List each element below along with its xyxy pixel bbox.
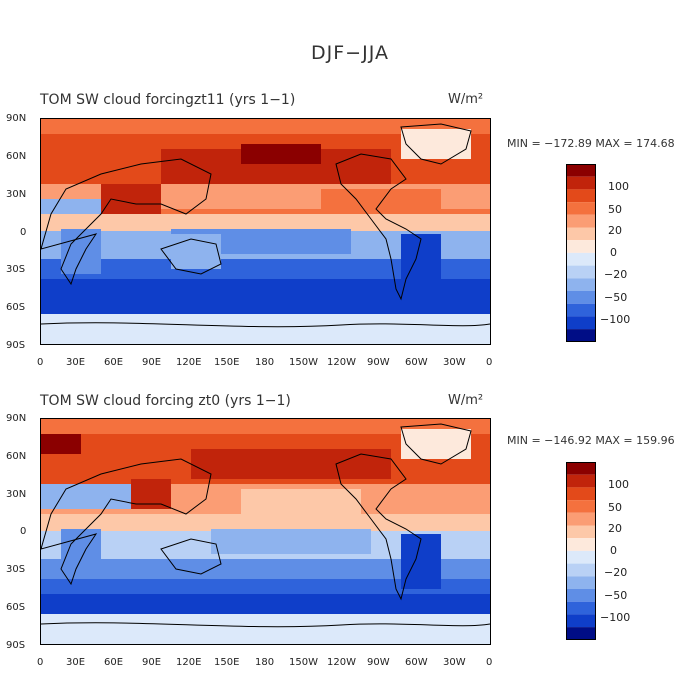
panel-2-colorbar-label: −100 xyxy=(600,611,631,624)
panel-1-lat-label: 0 xyxy=(20,227,27,238)
panel-1-colorbar-label: −100 xyxy=(600,313,631,326)
panel-2-lon-label: 90W xyxy=(367,657,390,668)
panel-1-colorbar-label: 100 xyxy=(608,180,629,193)
panel-2-colorbar-label: −50 xyxy=(604,589,628,602)
panel-1-lon-label: 180 xyxy=(255,357,275,368)
panel-2-field xyxy=(41,419,490,644)
panel-2-lat-label: 90S xyxy=(6,640,26,651)
panel-1-lon-label: 0 xyxy=(486,357,493,368)
panel-1-lon-label: 60W xyxy=(405,357,428,368)
panel-2-lat-label: 30S xyxy=(6,564,26,575)
panel-1-colorbar-label: 20 xyxy=(608,224,622,237)
panel-2-lat-label: 60N xyxy=(6,451,27,462)
panel-1-lon-label: 30W xyxy=(443,357,466,368)
panel-2-lat-label: 0 xyxy=(20,526,27,537)
panel-1-colorbar-label: 0 xyxy=(610,246,617,259)
panel-1-lon-label: 120E xyxy=(176,357,202,368)
panel-1-colorbar-label: 50 xyxy=(608,203,622,216)
panel-1-lon-label: 60E xyxy=(104,357,124,368)
panel-1-lat-label: 90N xyxy=(6,113,27,124)
panel-2-colorbar-label: 50 xyxy=(608,501,622,514)
panel-2-lon-label: 120W xyxy=(327,657,356,668)
panel-1-map xyxy=(40,118,491,345)
panel-1-colorbar-swatches xyxy=(566,164,596,342)
panel-1-lon-label: 90W xyxy=(367,357,390,368)
panel-2-colorbar-label: 0 xyxy=(610,544,617,557)
panel-2-map xyxy=(40,418,491,645)
panel-1-lat-label: 90S xyxy=(6,340,26,351)
panel-2-lon-label: 0 xyxy=(486,657,493,668)
panel-1-lon-label: 0 xyxy=(37,357,44,368)
panel-1-units: W/m² xyxy=(448,92,484,107)
panel-2-lon-label: 90E xyxy=(142,657,162,668)
panel-2-lat-label: 60S xyxy=(6,602,26,613)
panel-1-lat-label: 30S xyxy=(6,264,26,275)
panel-2-title: TOM SW cloud forcing zt0 (yrs 1−1) xyxy=(40,393,291,409)
panel-1-colorbar-label: −20 xyxy=(604,268,628,281)
panel-2-colorbar-label: −20 xyxy=(604,566,628,579)
panel-2-lon-label: 30W xyxy=(443,657,466,668)
panel-2-units: W/m² xyxy=(448,393,484,408)
panel-1-title: TOM SW cloud forcingzt11 (yrs 1−1) xyxy=(40,92,296,108)
figure-title: DJF−JJA xyxy=(311,42,389,64)
panel-1-lon-label: 150W xyxy=(289,357,318,368)
panel-2-lon-label: 60W xyxy=(405,657,428,668)
panel-2-lon-label: 150E xyxy=(214,657,240,668)
panel-2-colorbar xyxy=(566,462,596,640)
panel-2-lat-label: 30N xyxy=(6,489,27,500)
panel-2-min-max: MIN = −146.92 MAX = 159.96 xyxy=(507,434,675,447)
panel-2-colorbar-label: 100 xyxy=(608,478,629,491)
panel-1-lon-label: 90E xyxy=(142,357,162,368)
panel-1-lat-label: 60N xyxy=(6,151,27,162)
panel-2-lon-label: 60E xyxy=(104,657,124,668)
panel-1-colorbar-label: −50 xyxy=(604,291,628,304)
panel-1-lon-label: 150E xyxy=(214,357,240,368)
panel-2-colorbar-label: 20 xyxy=(608,522,622,535)
panel-1-lon-label: 120W xyxy=(327,357,356,368)
panel-1-field xyxy=(41,119,490,344)
panel-2-lon-label: 180 xyxy=(255,657,275,668)
panel-2-lat-label: 90N xyxy=(6,413,27,424)
panel-2-lon-label: 0 xyxy=(37,657,44,668)
panel-1-lat-label: 30N xyxy=(6,189,27,200)
panel-1-min-max: MIN = −172.89 MAX = 174.68 xyxy=(507,137,675,150)
panel-1-lat-label: 60S xyxy=(6,302,26,313)
panel-1-lon-label: 30E xyxy=(66,357,86,368)
panel-1-colorbar xyxy=(566,164,596,342)
panel-2-lon-label: 120E xyxy=(176,657,202,668)
panel-2-lon-label: 150W xyxy=(289,657,318,668)
panel-2-lon-label: 30E xyxy=(66,657,86,668)
panel-2-colorbar-swatches xyxy=(566,462,596,640)
